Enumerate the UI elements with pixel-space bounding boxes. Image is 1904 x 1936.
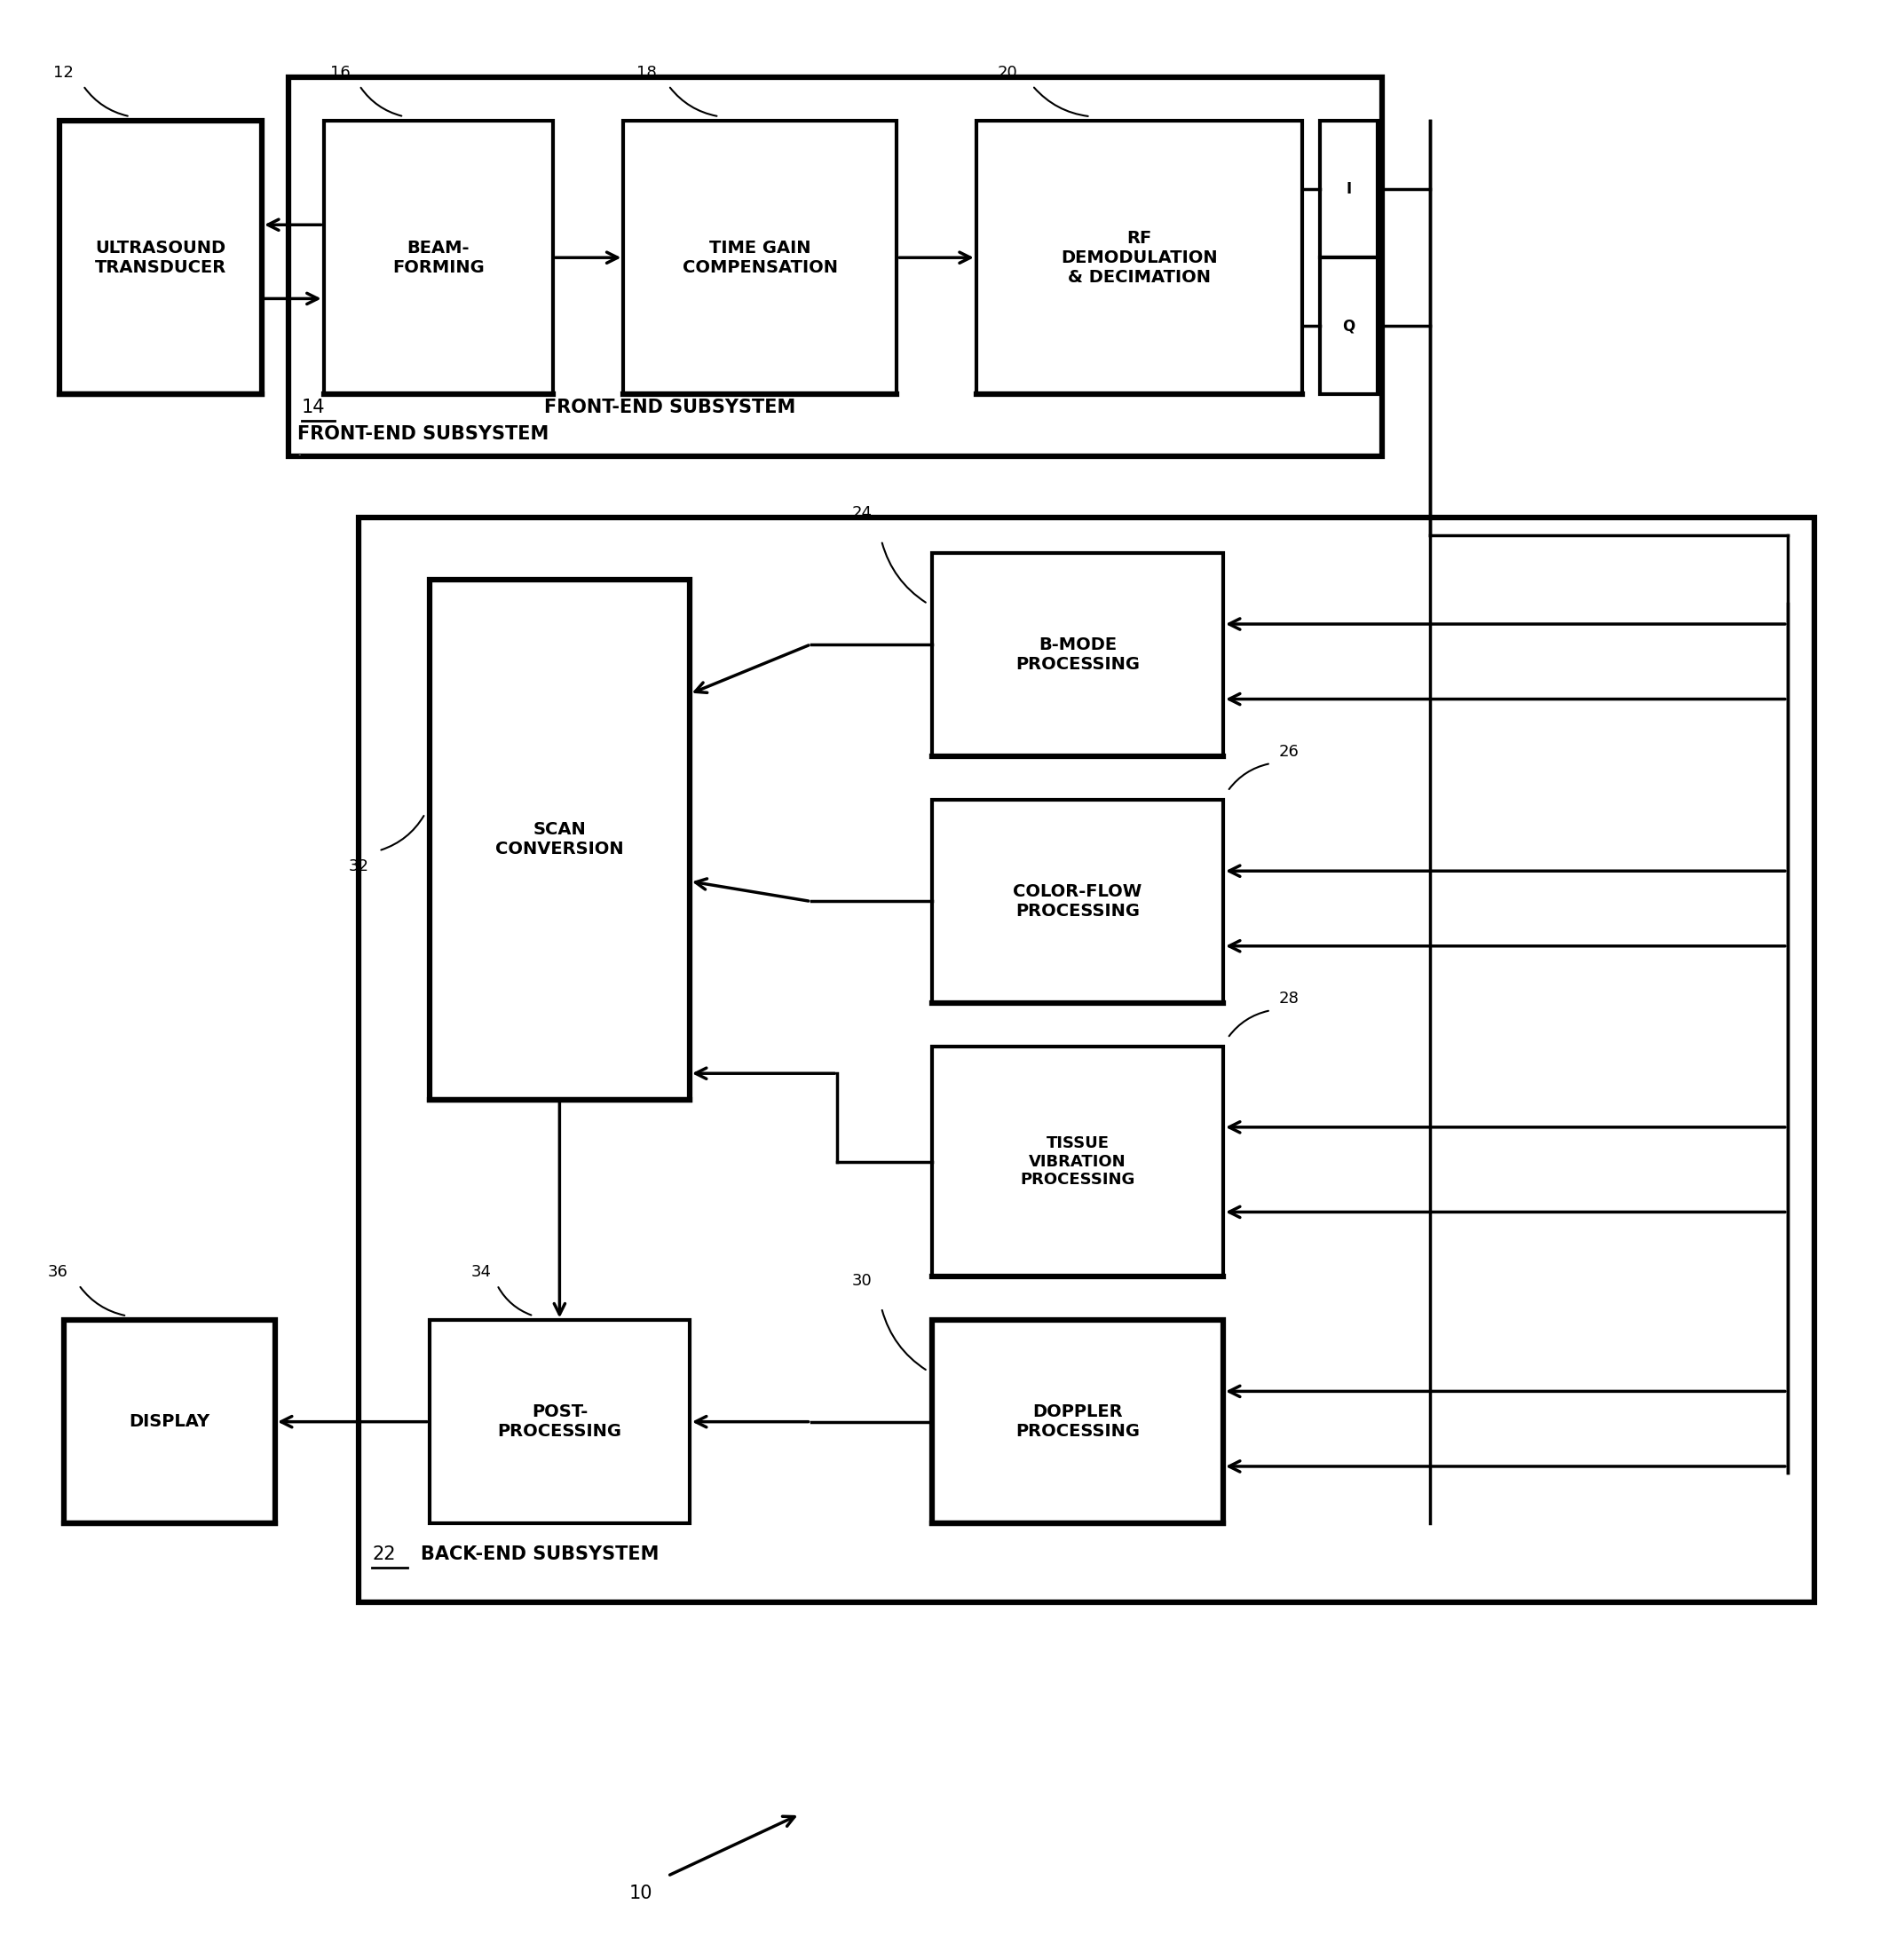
Text: FRONT-END SUBSYSTEM: FRONT-END SUBSYSTEM: [545, 399, 796, 416]
Text: SCAN
CONVERSION: SCAN CONVERSION: [495, 821, 625, 858]
Text: 30: 30: [851, 1272, 872, 1289]
Bar: [933, 800, 1222, 1003]
Bar: [933, 1320, 1222, 1524]
Bar: [324, 120, 552, 395]
Text: BEAM-
FORMING: BEAM- FORMING: [392, 240, 484, 275]
Bar: [430, 579, 689, 1100]
Text: 26: 26: [1279, 743, 1299, 759]
Text: 36: 36: [48, 1264, 69, 1280]
Text: 22: 22: [371, 1545, 396, 1562]
Text: ULTRASOUND
TRANSDUCER: ULTRASOUND TRANSDUCER: [95, 240, 227, 275]
Text: 24: 24: [851, 505, 872, 521]
Bar: [977, 120, 1302, 395]
Text: 34: 34: [472, 1264, 491, 1280]
Text: 18: 18: [636, 64, 657, 81]
Text: POST-
PROCESSING: POST- PROCESSING: [497, 1404, 623, 1440]
Text: 14: 14: [301, 399, 326, 416]
Bar: [430, 1320, 689, 1524]
Text: 28: 28: [1279, 991, 1299, 1007]
Text: ¯: ¯: [297, 457, 301, 461]
Text: B-MODE
PROCESSING: B-MODE PROCESSING: [1015, 637, 1140, 672]
Bar: [1319, 120, 1377, 257]
Text: BACK-END SUBSYSTEM: BACK-END SUBSYSTEM: [421, 1545, 659, 1562]
Text: FRONT-END SUBSYSTEM: FRONT-END SUBSYSTEM: [297, 426, 548, 443]
Text: 12: 12: [53, 64, 72, 81]
Text: RF
DEMODULATION
& DECIMATION: RF DEMODULATION & DECIMATION: [1061, 230, 1219, 287]
Text: I: I: [1346, 182, 1352, 197]
Bar: [933, 554, 1222, 755]
Bar: [1319, 257, 1377, 395]
Bar: [933, 1047, 1222, 1276]
Text: 16: 16: [329, 64, 350, 81]
Text: 32: 32: [348, 858, 369, 875]
Bar: [63, 1320, 276, 1524]
Text: DISPLAY: DISPLAY: [129, 1413, 209, 1431]
Bar: [623, 120, 897, 395]
Bar: [59, 120, 263, 395]
Text: 10: 10: [630, 1886, 653, 1903]
Bar: [288, 77, 1382, 457]
Text: DOPPLER
PROCESSING: DOPPLER PROCESSING: [1015, 1404, 1140, 1440]
Text: 20: 20: [998, 64, 1017, 81]
Text: TISSUE
VIBRATION
PROCESSING: TISSUE VIBRATION PROCESSING: [1021, 1134, 1135, 1189]
Text: COLOR-FLOW
PROCESSING: COLOR-FLOW PROCESSING: [1013, 883, 1142, 920]
Bar: [360, 517, 1815, 1603]
Text: TIME GAIN
COMPENSATION: TIME GAIN COMPENSATION: [682, 240, 838, 275]
Text: Q: Q: [1342, 318, 1356, 333]
